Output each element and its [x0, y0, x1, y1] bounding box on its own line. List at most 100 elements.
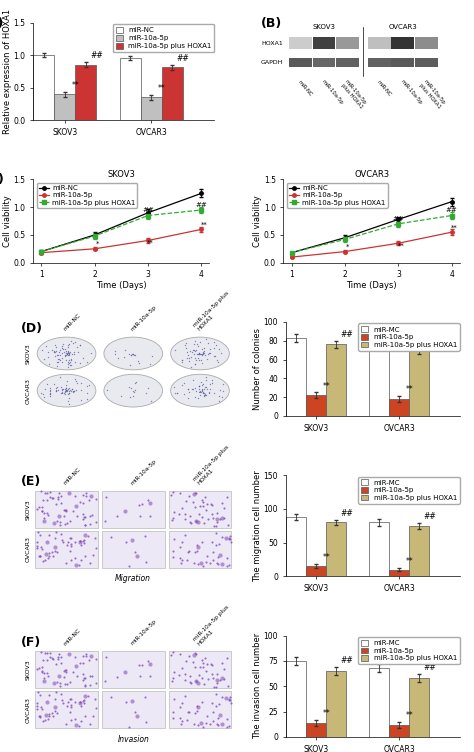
- Bar: [306, 723, 326, 737]
- Text: (D): (D): [21, 322, 43, 335]
- Text: miR-NC: miR-NC: [63, 313, 82, 332]
- Text: Migration: Migration: [115, 575, 151, 584]
- Text: **: **: [405, 385, 413, 394]
- Text: ##: ##: [423, 663, 436, 672]
- Text: ##: ##: [90, 51, 103, 60]
- Y-axis label: Cell viability: Cell viability: [3, 196, 12, 247]
- Text: miR-NC: miR-NC: [297, 79, 313, 97]
- Text: OVCAR3: OVCAR3: [389, 24, 417, 30]
- Text: miR-10a-5p plus
HOXA1: miR-10a-5p plus HOXA1: [192, 444, 234, 486]
- Text: ##: ##: [392, 216, 404, 222]
- Text: miR-10a-5p plus
HOXA1: miR-10a-5p plus HOXA1: [192, 605, 234, 647]
- Text: miR-10a-5p plus
HOXA1: miR-10a-5p plus HOXA1: [192, 290, 234, 332]
- Bar: [169, 531, 231, 568]
- Circle shape: [37, 337, 96, 370]
- Text: ##: ##: [446, 208, 457, 213]
- Y-axis label: Number of colonies: Number of colonies: [253, 328, 262, 410]
- Text: GAPDH: GAPDH: [261, 59, 283, 65]
- Text: **: **: [451, 225, 458, 231]
- Bar: [409, 526, 429, 577]
- Text: SKOV3: SKOV3: [25, 343, 30, 364]
- Text: ##: ##: [176, 54, 189, 63]
- Circle shape: [171, 337, 229, 370]
- Text: **: **: [201, 222, 208, 228]
- Text: ##: ##: [423, 512, 436, 521]
- Bar: [289, 37, 312, 49]
- Text: OVCAR3: OVCAR3: [25, 536, 30, 562]
- Text: miR-NC: miR-NC: [63, 627, 82, 647]
- Bar: [415, 58, 438, 66]
- Bar: [389, 725, 409, 737]
- Bar: [286, 661, 306, 737]
- Text: ##: ##: [340, 656, 353, 665]
- Text: miR-10a-5p
plus HOXA1: miR-10a-5p plus HOXA1: [418, 79, 447, 110]
- Text: (A): (A): [0, 17, 4, 29]
- Text: miR-10a-5p: miR-10a-5p: [130, 305, 157, 332]
- Text: ##: ##: [423, 335, 436, 344]
- Text: (B): (B): [261, 17, 282, 29]
- Legend: miR-NC, miR-10a-5p, miR-10a-5p plus HOXA1: miR-NC, miR-10a-5p, miR-10a-5p plus HOXA…: [113, 24, 215, 52]
- Legend: miR-MC, miR-10a-5p, miR-10a-5p plus HOXA1: miR-MC, miR-10a-5p, miR-10a-5p plus HOXA…: [358, 477, 460, 504]
- Bar: [102, 691, 164, 728]
- Text: (E): (E): [21, 475, 41, 488]
- Bar: [35, 531, 98, 568]
- Text: SKOV3: SKOV3: [25, 499, 30, 520]
- Text: **: **: [322, 708, 330, 717]
- Bar: [75, 65, 96, 120]
- Legend: miR-MC, miR-10a-5p, miR-10a-5p plus HOXA1: miR-MC, miR-10a-5p, miR-10a-5p plus HOXA…: [358, 637, 460, 664]
- Text: ##: ##: [340, 330, 353, 339]
- Bar: [169, 691, 231, 728]
- Bar: [369, 343, 389, 416]
- Y-axis label: The invasion cell number: The invasion cell number: [253, 633, 262, 739]
- Bar: [313, 58, 336, 66]
- Circle shape: [104, 337, 163, 370]
- Text: **: **: [398, 243, 404, 249]
- Text: HOXA1: HOXA1: [262, 41, 283, 46]
- Text: OVCAR3: OVCAR3: [25, 697, 30, 723]
- Text: miR-NC: miR-NC: [375, 79, 392, 97]
- X-axis label: Time (Days): Time (Days): [96, 280, 146, 290]
- Bar: [54, 94, 75, 120]
- Bar: [33, 55, 54, 120]
- Text: miR-10a-5p: miR-10a-5p: [399, 79, 422, 106]
- Bar: [289, 58, 312, 66]
- Bar: [306, 396, 326, 416]
- Text: **: **: [405, 711, 413, 720]
- Bar: [102, 491, 164, 528]
- Y-axis label: The migration cell number: The migration cell number: [253, 470, 262, 582]
- Bar: [392, 37, 414, 49]
- Text: *: *: [346, 244, 349, 250]
- Bar: [35, 491, 98, 528]
- Circle shape: [171, 374, 229, 407]
- Title: OVCAR3: OVCAR3: [354, 170, 389, 179]
- Text: **: **: [147, 240, 154, 246]
- Bar: [389, 570, 409, 577]
- Bar: [141, 98, 162, 120]
- X-axis label: Time (Days): Time (Days): [346, 280, 397, 290]
- Text: SKOV3: SKOV3: [312, 24, 336, 30]
- Bar: [162, 68, 183, 120]
- Text: **: **: [72, 80, 79, 89]
- Legend: miR-MC, miR-10a-5p, miR-10a-5p plus HOXA1: miR-MC, miR-10a-5p, miR-10a-5p plus HOXA…: [358, 323, 460, 350]
- Text: **: **: [322, 553, 330, 562]
- Bar: [409, 350, 429, 416]
- Text: OVCAR3: OVCAR3: [25, 378, 30, 404]
- Text: (C): (C): [0, 173, 5, 186]
- Bar: [369, 523, 389, 577]
- Bar: [337, 37, 359, 49]
- Bar: [35, 691, 98, 728]
- Bar: [368, 37, 391, 49]
- Bar: [169, 651, 231, 688]
- Bar: [102, 651, 164, 688]
- Y-axis label: Relative expression of HOXA1: Relative expression of HOXA1: [3, 9, 12, 134]
- Bar: [337, 58, 359, 66]
- Bar: [102, 531, 164, 568]
- Text: miR-10a-5p: miR-10a-5p: [130, 619, 157, 647]
- Text: **: **: [405, 557, 413, 566]
- Y-axis label: Cell viability: Cell viability: [253, 196, 262, 247]
- Bar: [286, 338, 306, 416]
- Text: ##: ##: [196, 202, 207, 208]
- Text: **: **: [158, 84, 165, 93]
- Bar: [415, 37, 438, 49]
- Text: miR-10a-5p: miR-10a-5p: [320, 79, 344, 106]
